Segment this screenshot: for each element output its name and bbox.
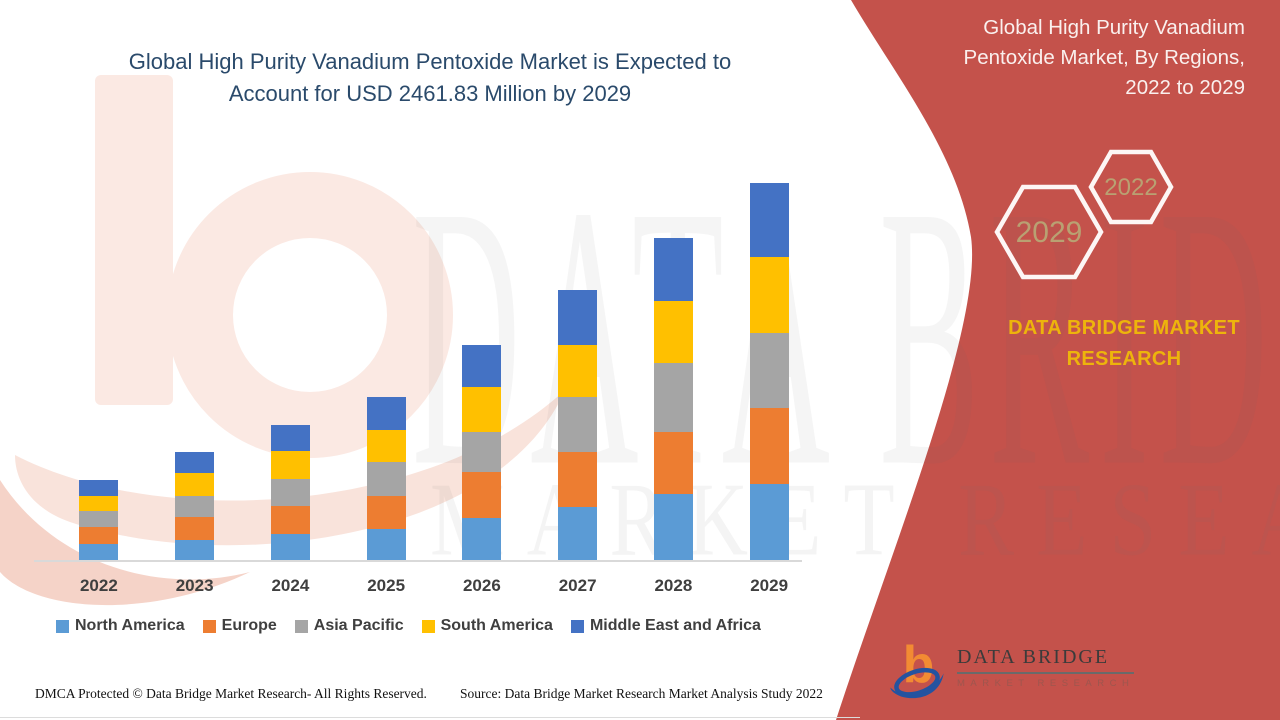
x-axis-label: 2029: [750, 576, 789, 595]
x-axis-label: 2025: [367, 576, 406, 595]
bar-segment: [653, 238, 693, 301]
bar-segment: [462, 386, 502, 432]
legend-label: Asia Pacific: [313, 617, 404, 634]
bar-segment: [749, 257, 789, 334]
legend-item: Europe: [202, 617, 277, 635]
legend-swatch-icon: [570, 619, 584, 633]
legend-swatch-icon: [421, 619, 435, 633]
bar-segment: [79, 479, 119, 496]
bar-column-2028: [626, 183, 722, 560]
bar-segment: [79, 543, 119, 560]
bar-column-2025: [338, 183, 434, 560]
bar-segment: [653, 431, 693, 494]
bar-segment: [653, 493, 693, 560]
legend-swatch-icon: [56, 619, 69, 633]
bar-segment: [175, 517, 215, 540]
stacked-bar-2028: [653, 238, 693, 560]
bar-segment: [558, 289, 598, 346]
legend-item: Asia Pacific: [294, 617, 404, 635]
legend-label: Europe: [221, 617, 277, 634]
stacked-bar-2024: [270, 425, 310, 560]
x-axis-label: 2026: [462, 576, 501, 595]
right-panel-title: Global High Purity Vanadium Pentoxide Ma…: [963, 16, 1245, 99]
bar-segment: [270, 478, 310, 506]
bar-segment: [558, 452, 598, 508]
bar-column-2029: [721, 183, 817, 560]
logo-subtitle: MARKET RESEARCH: [957, 678, 1135, 689]
legend-label: North America: [75, 617, 185, 634]
bar-segment: [366, 430, 406, 462]
bar-segment: [653, 300, 693, 364]
bar-segment: [270, 451, 310, 479]
bar-segment: [175, 472, 215, 496]
bar-segment: [462, 431, 502, 473]
bar-segment: [462, 344, 502, 387]
hexagon-badges-icon: 2029 2022: [994, 149, 1174, 280]
bar-segment: [749, 484, 789, 560]
bar-column-2024: [243, 183, 339, 560]
data-bridge-logo: b DATA BRIDGE MARKET RESEARCH: [885, 636, 1135, 700]
legend-label: South America: [440, 617, 553, 634]
bar-segment: [270, 533, 310, 560]
bar-segment: [653, 363, 693, 432]
bar-segment: [366, 396, 406, 431]
bar-segment: [175, 452, 215, 473]
bar-segment: [366, 461, 406, 497]
bar-segment: [270, 425, 310, 452]
footer-dmca-text: DMCA Protected © Data Bridge Market Rese…: [35, 686, 427, 701]
legend-item: North America: [56, 617, 185, 635]
stacked-bar-2023: [175, 452, 215, 560]
page-title: Global High Purity Vanadium Pentoxide Ma…: [128, 49, 732, 106]
x-axis-label: 2028: [654, 576, 693, 595]
bar-segment: [558, 397, 598, 453]
legend-item: South America: [421, 617, 553, 635]
stacked-bar-2022: [79, 479, 119, 560]
legend-swatch-icon: [294, 619, 308, 633]
bar-column-2026: [434, 183, 530, 560]
legend-swatch-icon: [202, 619, 216, 633]
stacked-bar-2027: [558, 289, 598, 560]
stacked-bar-chart: [51, 183, 817, 560]
bar-column-2027: [530, 183, 626, 560]
x-axis-label: 2024: [271, 576, 310, 595]
bar-segment: [175, 495, 215, 518]
svg-text:b: b: [903, 636, 935, 693]
legend: North America Europe Asia Pacific South Ame…: [56, 617, 761, 635]
bar-segment: [749, 183, 789, 258]
bar-segment: [79, 495, 119, 511]
bar-segment: [749, 333, 789, 408]
bar-segment: [79, 526, 119, 544]
bar-column-2022: [51, 183, 147, 560]
bottom-divider: [0, 717, 860, 718]
x-axis-label: 2022: [79, 576, 118, 595]
legend-item: Middle East and Africa: [570, 617, 761, 635]
x-axis-line: [34, 560, 802, 562]
bar-segment: [175, 539, 215, 560]
bar-segment: [366, 496, 406, 529]
stacked-bar-2026: [462, 344, 502, 560]
bar-segment: [79, 510, 119, 527]
footer-source-text: Source: Data Bridge Market Research Mark…: [460, 686, 823, 701]
bar-segment: [558, 507, 598, 560]
bar-segment: [366, 528, 406, 560]
logo-name: DATA BRIDGE: [957, 646, 1135, 674]
stacked-bar-2029: [749, 183, 789, 560]
bar-column-2023: [147, 183, 243, 560]
bar-segment: [749, 407, 789, 485]
x-axis-labels: 2022 2023 2024 2025 2026 2027 2028 2029: [51, 576, 817, 596]
bar-segment: [558, 345, 598, 398]
bar-segment: [462, 472, 502, 518]
hexagon-year-2022: 2022: [1104, 174, 1157, 201]
x-axis-label: 2023: [175, 576, 214, 595]
stacked-bar-2025: [366, 396, 406, 560]
x-axis-label: 2027: [558, 576, 597, 595]
bar-segment: [462, 517, 502, 560]
bar-segment: [270, 505, 310, 534]
brand-caption: DATA BRIDGE MARKET RESEARCH: [1008, 317, 1240, 370]
data-bridge-logo-icon: b: [890, 636, 944, 699]
logo-text-block: DATA BRIDGE MARKET RESEARCH: [957, 646, 1135, 689]
legend-label: Middle East and Africa: [589, 617, 761, 634]
hexagon-year-2029: 2029: [1016, 216, 1083, 249]
